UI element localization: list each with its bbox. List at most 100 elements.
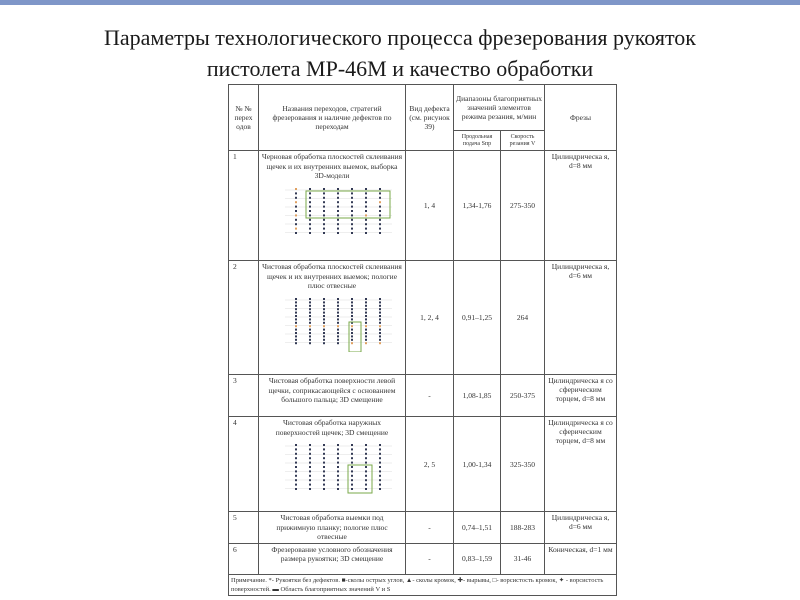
scatter-point [365,209,367,212]
scatter-point [379,328,381,331]
scatter-point [379,205,381,208]
scatter-point [295,317,297,320]
scatter-point [379,470,381,473]
scatter-point [379,324,381,327]
scatter-point [295,307,297,310]
scatter-point [323,461,325,464]
scatter-point [323,466,325,468]
row-name: Черновая обработка плоскостей склеивания… [261,152,403,180]
scatter-point [337,338,339,341]
scatter-point [379,311,381,314]
scatter-point [351,328,353,331]
scatter-point [295,488,297,490]
scatter-point [323,213,325,216]
scatter-point [365,470,367,473]
scatter-point [309,218,311,221]
scatter-point [379,452,381,455]
scatter-point [365,488,367,490]
scatter-point [337,200,339,203]
scatter-point [295,338,297,341]
scatter-point [365,338,367,341]
scatter-point [351,300,353,303]
scatter-point [337,452,339,455]
scatter-point [337,227,339,230]
row-number: 6 [228,542,259,575]
scatter-point [365,452,367,455]
scatter-point [309,328,311,331]
scatter-point [337,191,339,194]
scatter-point [351,231,353,234]
scatter-point [379,457,381,460]
scatter-point [365,466,367,468]
scatter-point [337,311,339,314]
scatter-point [323,341,325,344]
scatter-point [323,474,325,477]
scatter-point [337,483,339,486]
scatter-point [365,191,367,194]
scatter-point [295,328,297,331]
row-name: Чистовая обработка выемки под прижимную … [276,513,388,541]
scatter-point [365,218,367,221]
scatter-point [351,191,353,194]
scatter-point [365,461,367,464]
scatter-point [365,297,367,300]
scatter-point [295,200,297,203]
scatter-point [351,470,353,473]
row-number: 5 [228,511,259,544]
scatter-point [295,474,297,477]
row-defect: 1, 4 [405,150,454,261]
scatter-point [379,196,381,199]
scatter-point [337,321,339,324]
scatter-point [351,317,353,320]
row-name-cell: Черновая обработка плоскостей склеивания… [258,150,406,261]
scatter-point [309,334,311,337]
scatter-point [365,314,367,317]
scatter-point [337,314,339,317]
scatter-point [295,297,297,300]
scatter-point [323,231,325,234]
scatter-point [379,209,381,212]
scatter-point [379,213,381,216]
row-cutter: Цилиндрическа я, d=6 мм [544,511,617,544]
row-speed: 188-283 [500,511,545,544]
scatter-point [351,461,353,464]
scatter-point [337,300,339,303]
scatter-point [351,488,353,490]
slide-title: Параметры технологического процесса фрез… [0,22,800,84]
scatter-point [351,457,353,460]
scatter-point [379,317,381,320]
scatter-point [379,488,381,490]
scatter-point [365,187,367,190]
scatter-point [379,191,381,194]
scatter-point [351,200,353,203]
title-line-2: пистолета МР-46М и качество обработки [206,56,594,81]
scatter-point [295,461,297,464]
scatter-point [309,474,311,477]
scatter-point [337,307,339,310]
header-defect: Вид дефекта (см. рисунок 39) [405,84,454,151]
scatter-point [379,300,381,303]
scatter-point [379,227,381,230]
scatter-point [309,457,311,460]
scatter-point [323,444,325,446]
scatter-point [379,448,381,451]
scatter-point [379,222,381,225]
favorable-region [305,190,391,218]
defect-scatter-image [285,444,392,494]
scatter-point [337,331,339,334]
scatter-point [323,324,325,327]
scatter-point [323,209,325,212]
scatter-point [351,321,353,324]
scatter-point [337,218,339,221]
scatter-point [309,317,311,320]
row-cutter: Цилиндрическа я, d=6 мм [544,260,617,375]
scatter-point [351,324,353,327]
row-defect: 1, 2, 4 [405,260,454,375]
defect-scatter-image [285,187,392,234]
row-name: Чистовая обработка поверхности левой щеч… [268,376,396,404]
scatter-point [309,231,311,234]
scatter-point [295,300,297,303]
scatter-point [323,314,325,317]
scatter-point [295,483,297,486]
table-row: 4 Чистовая обработка наружных поверхносте… [228,416,617,512]
